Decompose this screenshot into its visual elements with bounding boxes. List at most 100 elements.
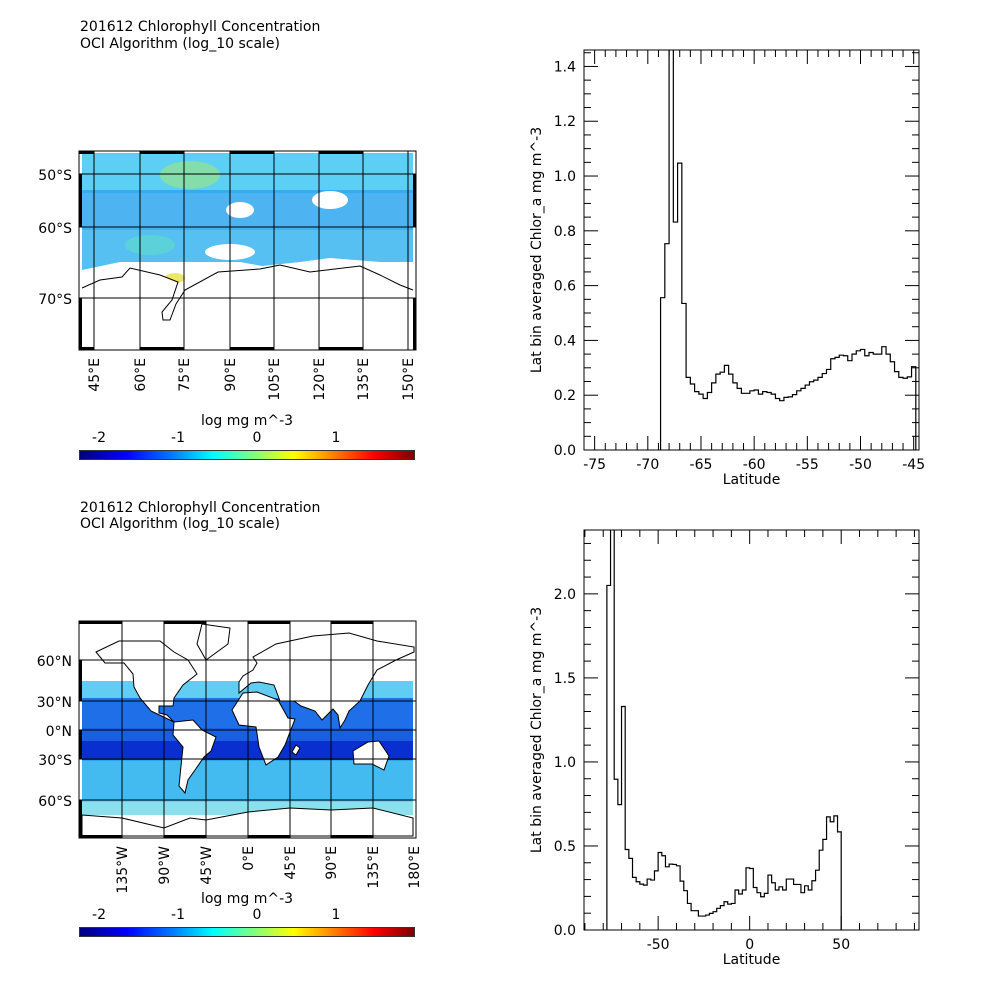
histogram-bin <box>690 384 694 450</box>
x-tick-label: -60 <box>743 457 766 473</box>
map-lon-label: 135°W <box>115 846 131 894</box>
histogram-bin <box>746 393 750 450</box>
histogram-bin <box>678 163 682 450</box>
y-tick-label: 0.0 <box>554 443 576 459</box>
y-tick-label: 1.0 <box>554 755 576 771</box>
histogram-bin <box>673 864 677 930</box>
map-lon-label: 150°E <box>401 358 417 401</box>
histogram-bin <box>686 377 690 450</box>
plot-frame <box>583 49 920 451</box>
histogram-bin <box>818 377 822 450</box>
y-tick-label: 1.0 <box>554 169 576 185</box>
map-high-chl-patch <box>160 161 220 189</box>
histogram-bin <box>775 890 779 930</box>
histogram-bin <box>687 903 691 930</box>
map-title-bottom-line1: 201612 Chlorophyll Concentration <box>80 500 321 516</box>
histogram-bin <box>699 394 703 450</box>
south-america <box>172 719 217 795</box>
map-lat-label: 60°N <box>37 654 72 670</box>
x-axis-label: Latitude <box>723 472 781 488</box>
histogram-bin <box>856 351 860 450</box>
map-lat-label: 30°N <box>37 695 72 711</box>
histogram-bin <box>731 903 735 930</box>
histogram-bin <box>768 875 772 930</box>
histogram-bin <box>865 356 869 450</box>
map-lon-label: 45°W <box>199 846 215 885</box>
histogram-bin <box>786 879 790 930</box>
histogram-bin <box>792 395 796 450</box>
histogram-bin <box>618 805 622 930</box>
histogram-bin <box>772 883 776 930</box>
histogram-bin <box>643 885 647 930</box>
y-tick-label: 0.2 <box>554 388 576 404</box>
map-lon-label: 75°E <box>177 358 193 392</box>
x-tick-label: -65 <box>690 457 713 473</box>
colorbar-tick-label: -2 <box>92 430 106 446</box>
map-lon-label: 0°E <box>241 846 257 871</box>
histogram-bin <box>843 356 847 450</box>
map-lon-label: 60°E <box>133 358 149 392</box>
histogram-bin <box>852 354 856 450</box>
histogram-bin <box>647 879 651 930</box>
y-tick-label: 0.6 <box>554 279 576 295</box>
histogram-bin <box>669 50 673 450</box>
histogram-bin <box>819 850 823 930</box>
map-title-top-line1: 201612 Chlorophyll Concentration <box>80 19 321 35</box>
histogram-bin <box>805 385 809 450</box>
x-tick-label: -70 <box>636 457 659 473</box>
histogram-bin <box>882 347 886 450</box>
histogram-bin <box>758 394 762 450</box>
histogram-bin <box>838 832 842 930</box>
map-frame-ticks <box>79 621 373 838</box>
histogram-bin <box>764 893 768 930</box>
colorbar-tick-label: -2 <box>92 907 106 923</box>
histogram-bin <box>873 354 877 450</box>
y-tick-label: 1.2 <box>554 114 576 130</box>
map-lat-label: 60°S <box>38 794 72 810</box>
histogram-bin <box>706 915 710 930</box>
colorbar-tick-label: 1 <box>331 907 341 923</box>
histogram-bin <box>713 912 717 930</box>
histogram-bin <box>783 890 787 930</box>
histogram-bin <box>826 369 830 450</box>
histogram-bin <box>848 361 852 450</box>
histogram-bin <box>680 881 684 930</box>
histogram-bin <box>640 884 644 930</box>
histogram-bin <box>834 816 838 930</box>
histogram-bin <box>629 858 633 930</box>
histogram-bin <box>899 377 903 450</box>
x-tick-label: -50 <box>849 457 872 473</box>
colorbar-tick-label: 1 <box>331 430 341 446</box>
histogram-bin <box>622 706 626 930</box>
histogram-bin <box>784 397 788 450</box>
histogram-bin <box>742 890 746 930</box>
colorbar-tick-label: 0 <box>252 430 262 446</box>
map-lat-label: 0°N <box>46 724 72 740</box>
x-axis-label: Latitude <box>723 952 781 968</box>
histogram-bin <box>750 868 754 930</box>
map-graticule <box>79 621 416 838</box>
histogram-bin <box>703 398 707 450</box>
histogram-bin <box>822 374 826 450</box>
histogram-bin <box>712 383 716 450</box>
histogram-bin <box>698 916 702 930</box>
histogram-bin <box>869 352 873 450</box>
map-lon-label: 105°E <box>267 358 283 401</box>
histogram-bin <box>771 394 775 450</box>
histogram-bin <box>633 877 637 930</box>
histogram-bin <box>794 884 798 930</box>
histogram-bin <box>682 303 686 450</box>
histogram-bin <box>673 222 677 450</box>
histogram-bin <box>665 867 669 930</box>
histogram-bin <box>830 822 834 930</box>
global-map: 60°N 30°N 0°N 30°S 60°S 135°W 90°W 45°W … <box>37 620 423 894</box>
y-tick-label: 0.8 <box>554 224 576 240</box>
histogram-bin <box>720 372 724 450</box>
x-tick-label: -45 <box>902 457 925 473</box>
australia <box>352 740 390 771</box>
y-axis-label: Lat bin averaged Chlor_a mg m^-3 <box>529 127 545 373</box>
y-tick-label: 1.4 <box>554 59 576 75</box>
histogram-bin <box>720 906 724 930</box>
map-frame <box>78 620 417 839</box>
histogram-bin <box>625 849 629 930</box>
